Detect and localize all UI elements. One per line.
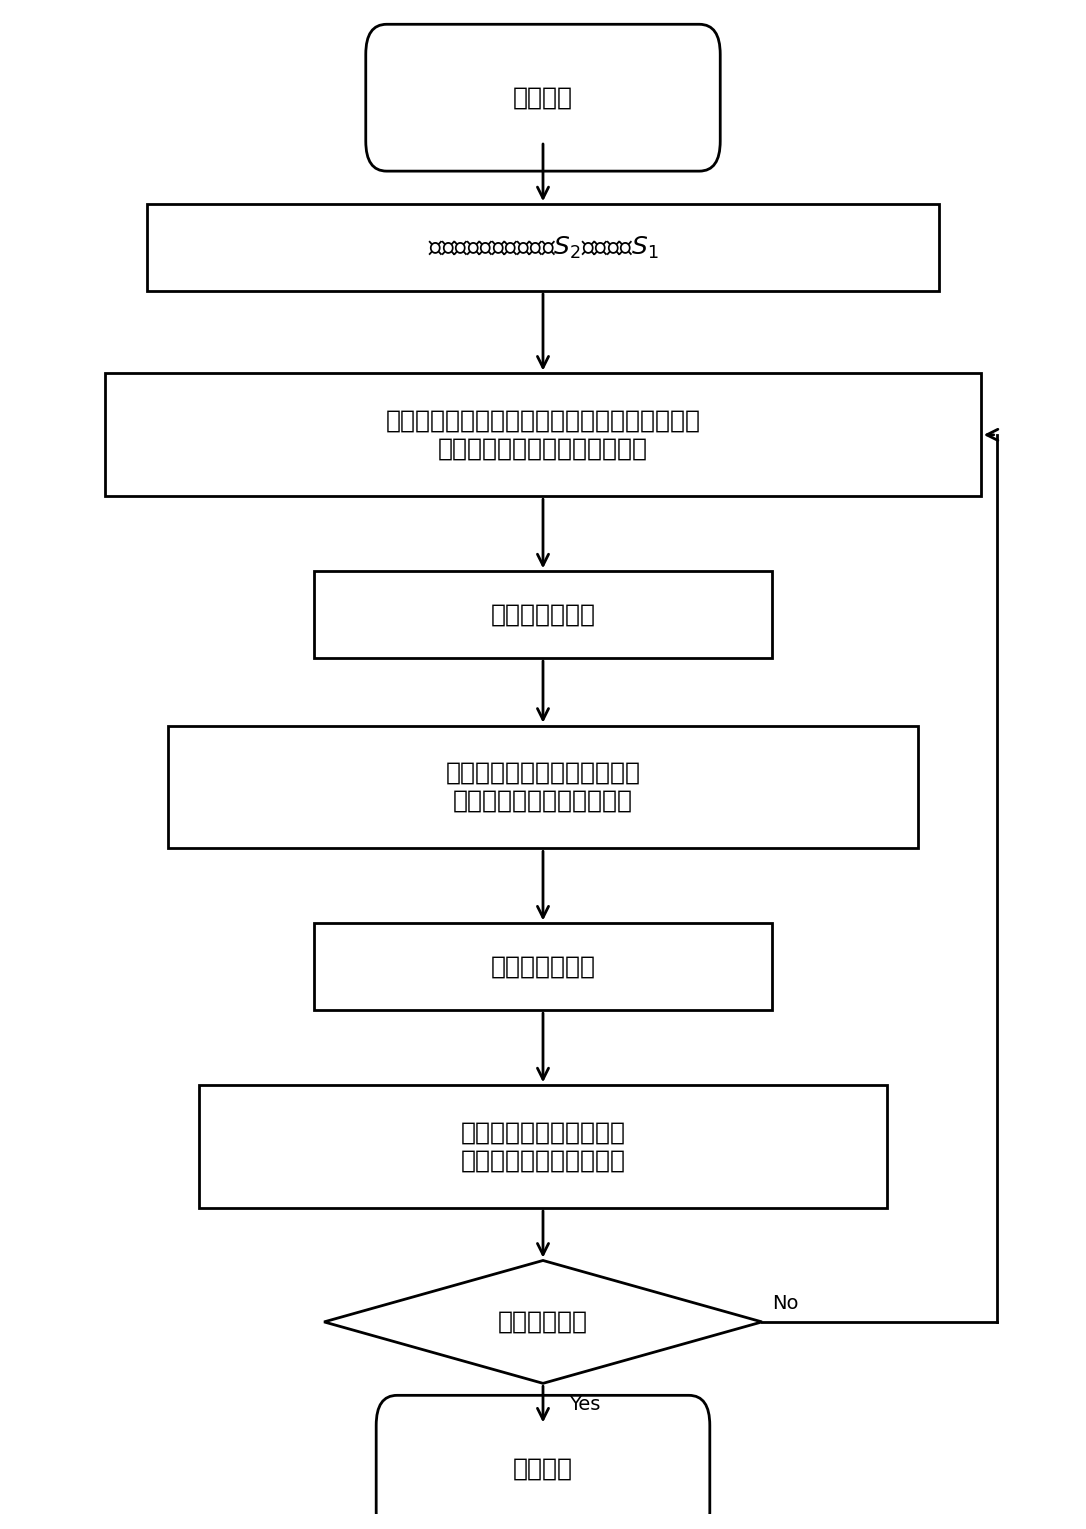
Text: No: No [772,1295,799,1313]
Text: 根据主系统潮流计算结果
输出解耦点交互变量结果: 根据主系统潮流计算结果 输出解耦点交互变量结果 [460,1121,626,1173]
Text: 计算子系统潮流: 计算子系统潮流 [491,602,595,627]
Text: 设置解耦点在子系统和主系统中的节点类型，初
始化子系统中解耦点的待求变量: 设置解耦点在子系统和主系统中的节点类型，初 始化子系统中解耦点的待求变量 [386,408,700,460]
Bar [314,572,772,657]
FancyBboxPatch shape [366,24,720,171]
Text: 输出结果: 输出结果 [513,1457,573,1480]
Text: Yes: Yes [569,1394,601,1414]
Text: 划分网络，生成子系统$S_2$，主系统$S_1$: 划分网络，生成子系统$S_2$，主系统$S_1$ [428,234,658,260]
Bar [105,373,981,497]
Text: 输入数据: 输入数据 [513,86,573,110]
Bar [199,1086,887,1208]
Bar [167,726,919,849]
Bar [314,924,772,1011]
Polygon shape [324,1260,762,1384]
Text: 满足收敛条件: 满足收敛条件 [498,1310,588,1333]
Text: 根据子系统潮流计算结果更新
主系统中解耦点的交互变量: 根据子系统潮流计算结果更新 主系统中解耦点的交互变量 [445,761,641,813]
FancyBboxPatch shape [376,1396,710,1529]
Text: 计算主系统潮流: 计算主系统潮流 [491,954,595,979]
Bar [147,203,939,291]
